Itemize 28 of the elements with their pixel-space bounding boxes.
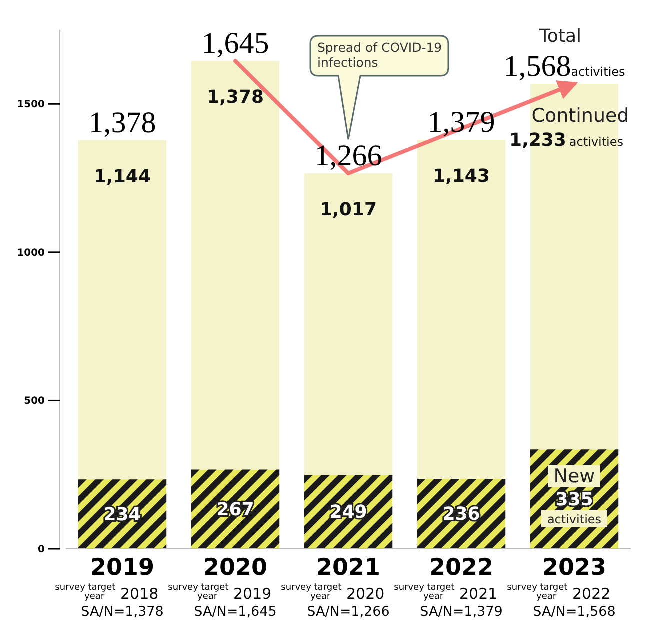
data-label: 1,233 activities (509, 130, 624, 151)
x-tick-label: 2023 (542, 555, 607, 581)
annotation: Spread of COVID-19 infections (318, 40, 442, 70)
data-label: 1,017 (320, 200, 377, 221)
series-label: Continued (532, 104, 630, 127)
data-label: 1,144 (94, 166, 151, 188)
bar (191, 61, 280, 470)
x-tick-label: 2021 (316, 555, 381, 581)
total-label: 1,645 (202, 27, 270, 60)
data-label: 1,378 (207, 87, 264, 108)
y-tick-label: 1500 (17, 100, 46, 111)
data-label: 234 (104, 504, 142, 526)
bar (417, 140, 506, 480)
x-tick-label: 2019 (90, 555, 155, 581)
x-tick-label: 2020 (203, 555, 268, 581)
total-label: 1,266 (314, 140, 382, 173)
total-label: 1,378 (88, 106, 156, 140)
data-label: 1,143 (433, 166, 490, 188)
total-label: 1,379 (428, 106, 496, 140)
annotation: Total (538, 26, 582, 47)
total-label: 1,568activities (504, 50, 626, 83)
bar (304, 174, 393, 476)
y-tick-label: 500 (24, 396, 46, 408)
series-label: New (554, 465, 596, 488)
x-tick-label: 2022 (429, 555, 494, 581)
y-tick-label: 1000 (17, 248, 46, 259)
bar (78, 140, 167, 480)
y-tick-label: 0 (38, 544, 46, 556)
